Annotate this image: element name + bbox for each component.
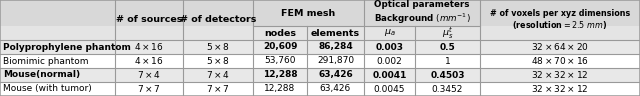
- Text: 63,426: 63,426: [318, 70, 353, 79]
- Text: 0.3452: 0.3452: [432, 84, 463, 94]
- Bar: [0, 26, 640, 40]
- Text: 20,609: 20,609: [263, 43, 297, 51]
- Text: $48 \times 70 \times 16$: $48 \times 70 \times 16$: [531, 55, 589, 67]
- Text: 0.0045: 0.0045: [374, 84, 405, 94]
- Text: $5 \times 8$: $5 \times 8$: [206, 55, 230, 67]
- Text: $4 \times 16$: $4 \times 16$: [134, 41, 164, 53]
- Text: 1: 1: [445, 57, 451, 65]
- Text: 0.4503: 0.4503: [430, 70, 465, 79]
- Text: 0.0041: 0.0041: [372, 70, 406, 79]
- Text: 12,288: 12,288: [262, 70, 298, 79]
- Text: 291,870: 291,870: [317, 57, 354, 65]
- Text: $7 \times 7$: $7 \times 7$: [206, 84, 230, 94]
- Text: # of sources: # of sources: [116, 15, 182, 24]
- Text: $\mu_s^t$: $\mu_s^t$: [442, 25, 453, 41]
- Text: Optical parameters
Background $(mm^{-1})$: Optical parameters Background $(mm^{-1})…: [374, 0, 470, 26]
- Text: nodes: nodes: [264, 29, 296, 38]
- Text: # of detectors: # of detectors: [180, 15, 256, 24]
- Text: Polyprophylene phantom: Polyprophylene phantom: [3, 43, 131, 51]
- Text: 63,426: 63,426: [320, 84, 351, 94]
- Text: # of voxels per xyz dimensions
(resolution$= 2.5$ $mm$): # of voxels per xyz dimensions (resoluti…: [490, 9, 630, 31]
- Text: $4 \times 16$: $4 \times 16$: [134, 55, 164, 67]
- Text: 12,288: 12,288: [264, 84, 296, 94]
- Text: $5 \times 8$: $5 \times 8$: [206, 41, 230, 53]
- Bar: [0, 40, 640, 54]
- Text: Mouse (with tumor): Mouse (with tumor): [3, 84, 92, 94]
- Text: $32 \times 32 \times 12$: $32 \times 32 \times 12$: [531, 84, 589, 94]
- Text: Biomimic phantom: Biomimic phantom: [3, 57, 88, 65]
- Text: 0.002: 0.002: [376, 57, 403, 65]
- Bar: [0, 54, 640, 68]
- Text: 86,284: 86,284: [318, 43, 353, 51]
- Text: 0.5: 0.5: [440, 43, 456, 51]
- Text: $32 \times 32 \times 12$: $32 \times 32 \times 12$: [531, 70, 589, 81]
- Bar: [0, 0, 640, 26]
- Text: $7 \times 7$: $7 \times 7$: [137, 84, 161, 94]
- Text: elements: elements: [311, 29, 360, 38]
- Text: FEM mesh: FEM mesh: [282, 9, 335, 17]
- Text: 0.003: 0.003: [376, 43, 403, 51]
- Bar: [0, 68, 640, 82]
- Text: $32 \times 64 \times 20$: $32 \times 64 \times 20$: [531, 41, 589, 53]
- Text: $7 \times 4$: $7 \times 4$: [137, 70, 161, 81]
- Text: $7 \times 4$: $7 \times 4$: [206, 70, 230, 81]
- Text: 53,760: 53,760: [264, 57, 296, 65]
- Bar: [0, 82, 640, 96]
- Text: $\mu_a$: $\mu_a$: [383, 27, 396, 38]
- Text: Mouse(normal): Mouse(normal): [3, 70, 80, 79]
